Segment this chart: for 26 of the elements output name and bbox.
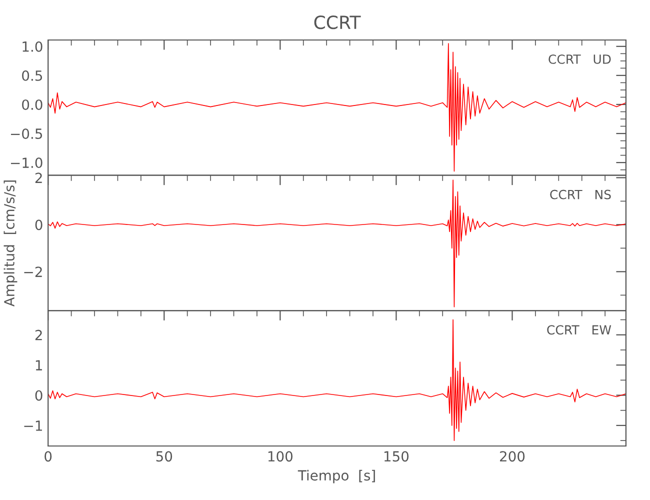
y-tick-label: −1 <box>24 420 42 431</box>
y-tick-label: −2 <box>24 266 42 277</box>
y-tick-label: −0.5 <box>10 128 42 139</box>
chart-title: CCRT <box>314 15 361 30</box>
line-series <box>48 319 626 441</box>
x-tick-label: 100 <box>268 451 292 462</box>
x-tick-label: 50 <box>156 451 172 462</box>
annotation: CCRT EW <box>547 325 612 335</box>
line-series <box>48 43 626 172</box>
y-tick-label: 0.0 <box>22 99 42 110</box>
annotation: CCRT NS <box>550 190 611 200</box>
y-tick-label: 2 <box>35 330 42 340</box>
y-axis-title: Amplitud [cm/s/s] <box>4 180 18 307</box>
y-tick-label: 1.0 <box>22 41 42 52</box>
x-tick-label: 0 <box>44 451 52 462</box>
x-tick-label: 200 <box>500 451 525 462</box>
y-tick-label: 0 <box>35 390 42 401</box>
y-tick-label: 0 <box>35 220 42 230</box>
y-tick-label: 2 <box>35 172 42 183</box>
x-tick-label: 150 <box>384 451 409 462</box>
y-tick-label: −1.0 <box>10 158 42 168</box>
line-series <box>48 180 626 308</box>
y-tick-label: 1 <box>36 360 42 370</box>
y-tick-label: 0.5 <box>22 70 42 81</box>
x-axis-title: Tiempo [s] <box>298 470 375 484</box>
annotation: CCRT UD <box>548 54 611 64</box>
